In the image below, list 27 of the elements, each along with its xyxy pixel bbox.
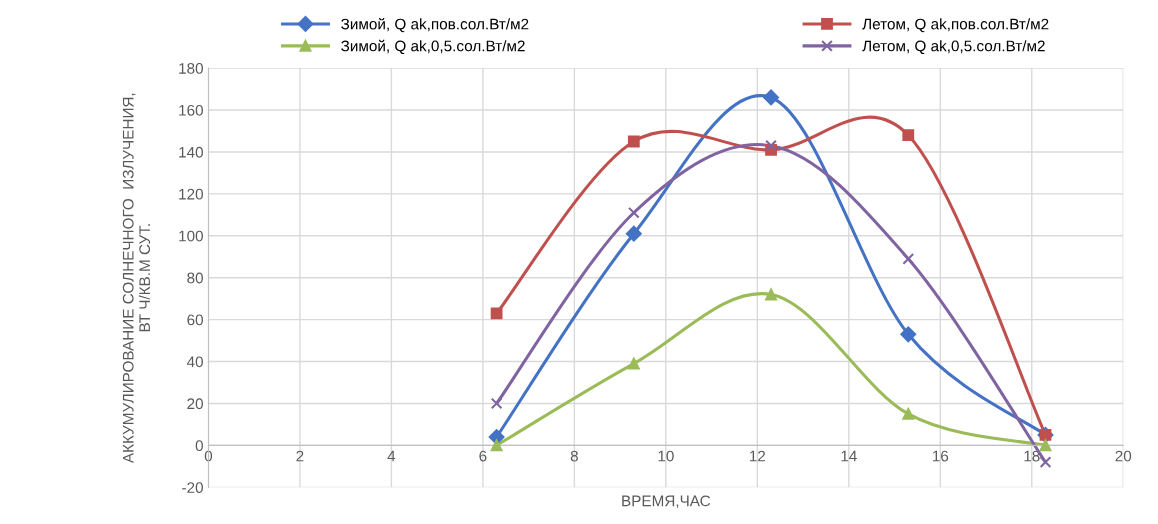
y-tick-label: 100 (179, 230, 203, 242)
x-tick-label: 2 (296, 450, 304, 462)
y-tick-label: 60 (187, 314, 203, 326)
y-tick-label: 160 (179, 104, 203, 116)
y-tick-label: 80 (187, 272, 203, 284)
y-axis-title: АККУМУЛИРОВАНИЕ СОЛНЕЧНОГО ИЗЛУЧЕНИЯ, ВТ Ч/КВ.М СУТ. (122, 93, 151, 464)
x-tick-label: 18 (1024, 450, 1040, 462)
x-tick-label: 20 (1115, 450, 1132, 462)
y-tick-label: -20 (182, 482, 203, 494)
legend-label: Зимой, Q ak,0,5.сол.Вт/м2 (341, 39, 525, 55)
y-tick-label: 140 (179, 146, 203, 158)
y-tick-label: 20 (187, 398, 203, 410)
x-tick-label: 12 (750, 450, 766, 462)
x-tick-label: 6 (479, 450, 487, 462)
x-tick-label: 4 (387, 450, 396, 462)
x-tick-label: 8 (570, 450, 578, 462)
x-axis-title: ВРЕМЯ,ЧАС (622, 495, 711, 509)
y-tick-label: 0 (195, 440, 203, 452)
y-tick-label: 120 (179, 188, 203, 200)
x-tick-label: 10 (658, 450, 674, 462)
x-tick-label: 14 (841, 450, 857, 462)
y-tick-label: 40 (186, 356, 203, 368)
y-tick-label: 180 (179, 62, 203, 74)
legend-label: Зимой, Q ak,пов.сол.Вт/м2 (341, 17, 529, 33)
x-tick-label: 16 (932, 450, 949, 462)
legend-label: Летом, Q ak,0,5.сол.Вт/м2 (862, 40, 1045, 55)
legend-label: Летом, Q ak,пов.сол.Вт/м2 (862, 18, 1049, 33)
